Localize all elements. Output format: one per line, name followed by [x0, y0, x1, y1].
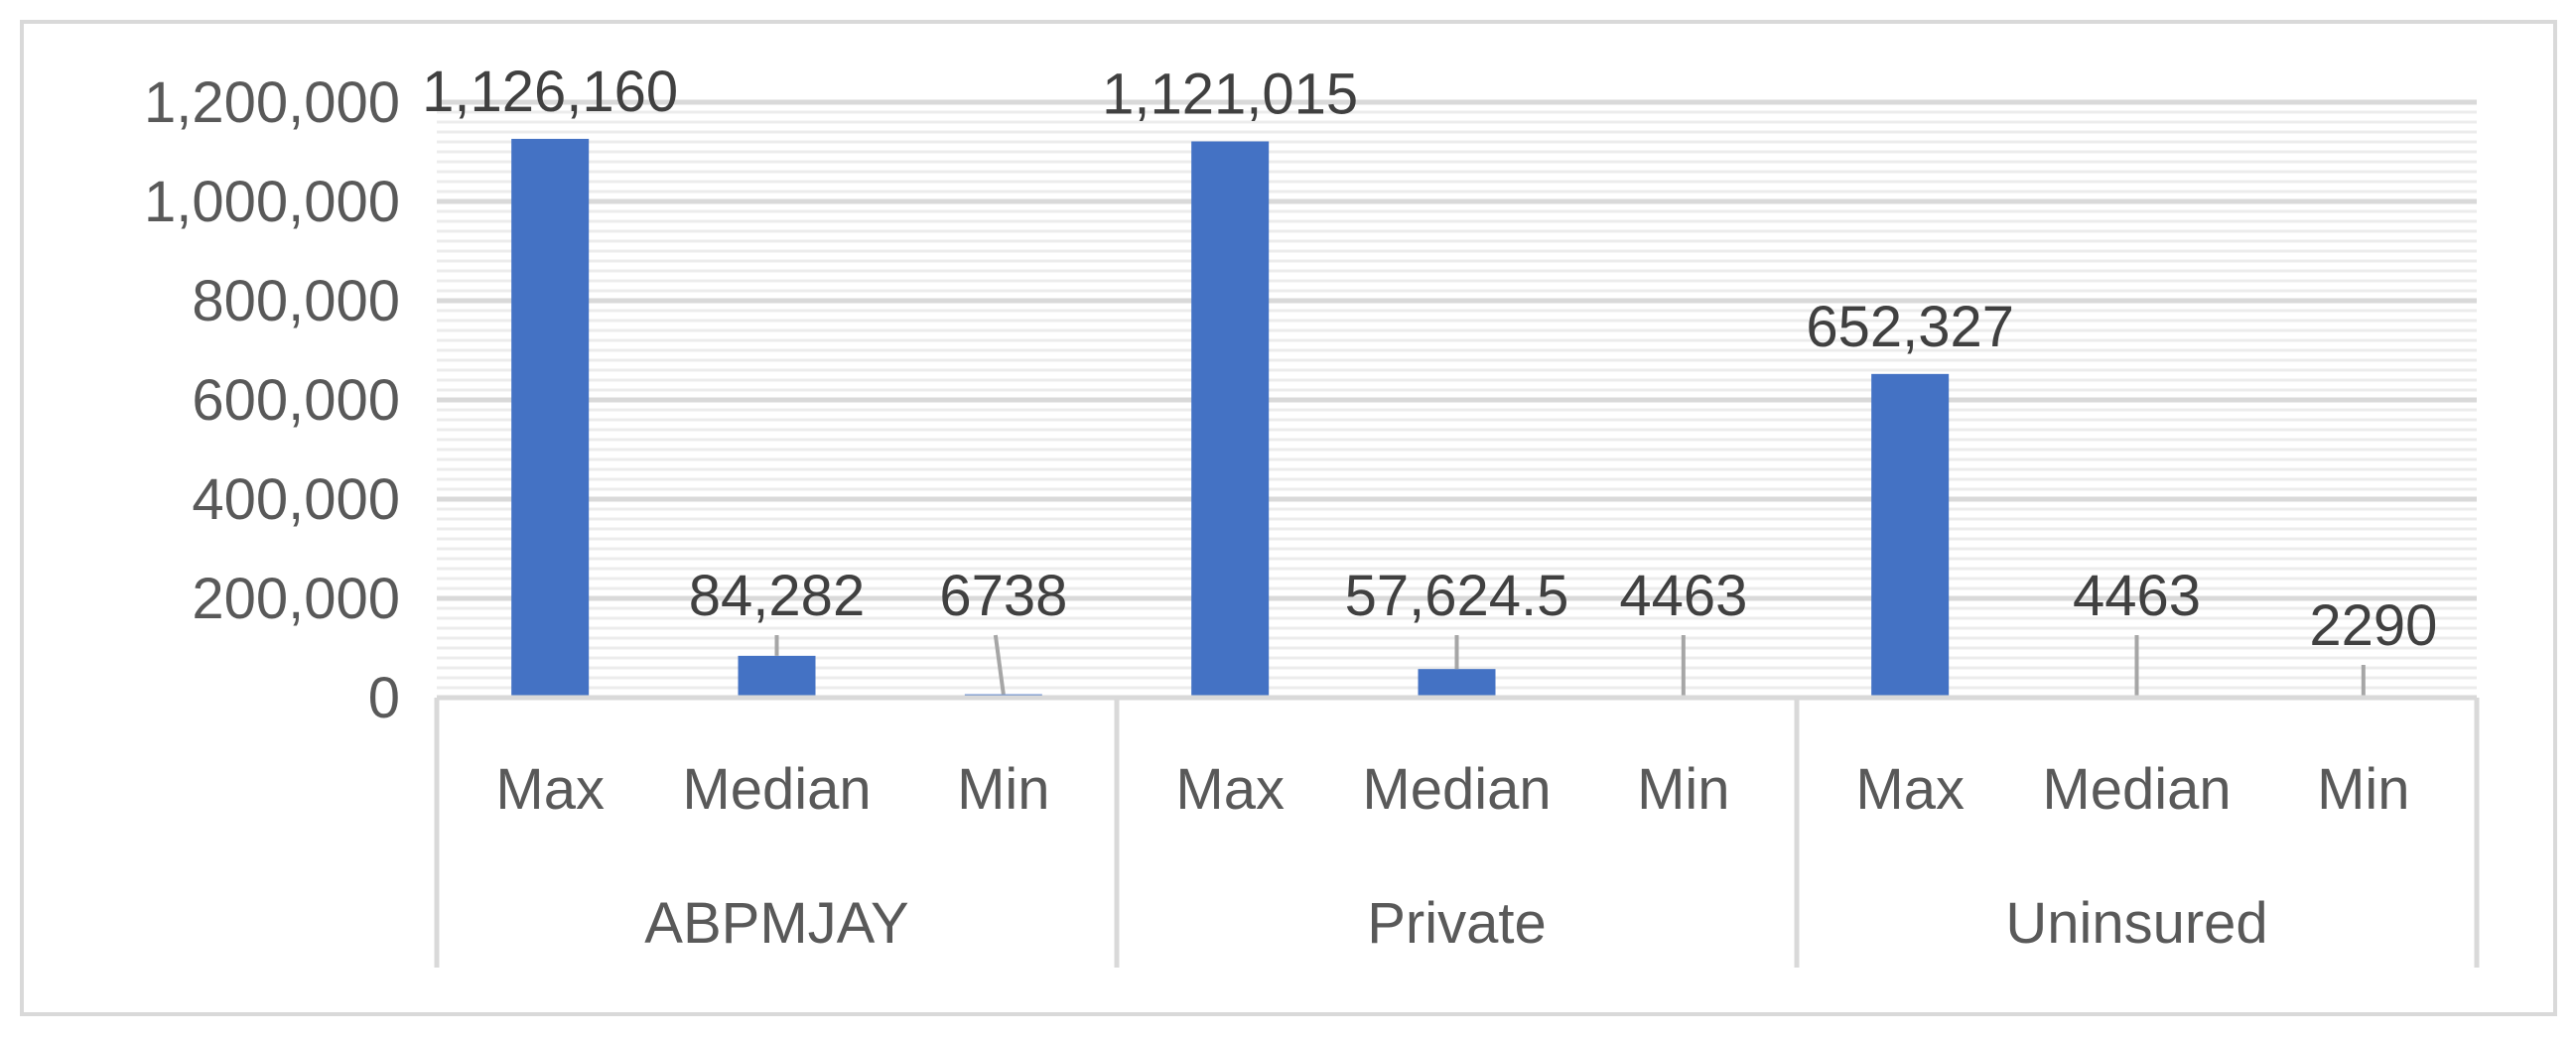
category-label: Min — [2317, 757, 2409, 822]
bars — [511, 138, 2402, 699]
leader-line — [993, 634, 1006, 695]
y-tick-label: 0 — [368, 666, 400, 730]
y-tick-label: 800,000 — [192, 269, 400, 333]
category-label: Median — [2042, 757, 2231, 822]
data-labels: 1,126,160 84,282 6738 1,121,015 57,624.5 4463… — [422, 60, 2437, 658]
category-label: Min — [1637, 757, 1729, 822]
y-tick-label: 600,000 — [192, 368, 400, 433]
bar-abpmjay-median — [738, 655, 816, 698]
data-label: 57,624.5 — [1345, 564, 1569, 628]
y-tick-label: 200,000 — [192, 567, 400, 631]
group-label: Private — [1367, 891, 1547, 956]
bar-abpmjay-max — [511, 138, 590, 699]
group-label: Uninsured — [2005, 891, 2267, 956]
data-label: 6738 — [939, 564, 1067, 628]
data-label: 4463 — [1619, 564, 1747, 628]
bar-uninsured-max — [1871, 373, 1950, 698]
category-label: Min — [957, 757, 1049, 822]
category-label: Max — [1175, 757, 1285, 822]
category-label: Median — [1362, 757, 1551, 822]
y-axis: 0 200,000 400,000 600,000 800,000 1,000,000 1,… — [144, 70, 400, 730]
data-label: 84,282 — [689, 564, 865, 628]
y-tick-label: 1,000,000 — [144, 170, 400, 234]
leader-lines — [774, 634, 2366, 696]
data-label: 652,327 — [1806, 295, 2014, 359]
category-label: Median — [682, 757, 871, 822]
data-label: 1,121,015 — [1102, 62, 1358, 126]
x-axis: Max Median Min ABPMJAY Max Median Min Private Ma… — [434, 695, 2480, 968]
category-label: Max — [495, 757, 605, 822]
major-gridlines — [437, 99, 2477, 601]
bar-private-median — [1418, 669, 1496, 698]
data-label: 4463 — [2073, 564, 2201, 628]
data-label: 1,126,160 — [422, 60, 678, 124]
group-label: ABPMJAY — [644, 891, 908, 956]
data-label: 2290 — [2309, 593, 2437, 658]
y-tick-label: 1,200,000 — [144, 70, 400, 135]
category-label: Max — [1855, 757, 1965, 822]
bar-private-max — [1191, 141, 1270, 698]
y-tick-label: 400,000 — [192, 467, 400, 532]
